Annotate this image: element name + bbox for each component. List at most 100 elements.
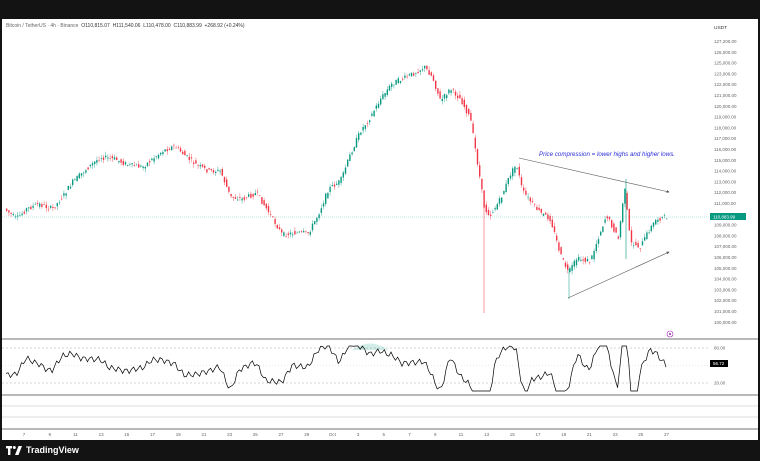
candle-body: [391, 83, 393, 87]
candle-body: [98, 159, 100, 161]
candle-body: [221, 169, 223, 176]
time-tick-label: 19: [176, 432, 182, 437]
candle-body: [441, 98, 443, 101]
candle-body: [232, 196, 234, 198]
candle-body: [573, 260, 575, 267]
candle-body: [520, 177, 523, 186]
candle-body: [186, 155, 188, 156]
candle-body: [633, 245, 635, 247]
time-tick-label: 27: [278, 432, 284, 437]
candle-body: [144, 166, 146, 169]
candle-body: [549, 215, 551, 221]
candle-body: [659, 218, 661, 221]
candle-body: [223, 177, 226, 183]
candle-body: [142, 166, 144, 168]
chart-frame[interactable]: USDT 127,200.00 126,000.00 125,000.00 123,00…: [2, 19, 758, 440]
time-tick-label: 17: [150, 432, 156, 437]
candle-body: [234, 197, 237, 199]
candle-body: [523, 187, 525, 191]
candle-body: [162, 152, 164, 155]
time-tick-label: 3: [357, 432, 360, 437]
time-tick-label: 9: [48, 432, 51, 437]
candle-body: [575, 259, 578, 266]
candle-body: [542, 213, 545, 216]
time-tick-label: 15: [510, 432, 516, 437]
candle-body: [443, 94, 446, 99]
candle-body: [263, 200, 265, 206]
price-tick-label: 108,000.00: [714, 233, 737, 238]
candle-body: [382, 94, 384, 100]
time-tick-label: 19: [561, 432, 567, 437]
candle-body: [311, 223, 314, 231]
candle-body: [166, 149, 168, 152]
candle-body: [657, 219, 659, 222]
candle-body: [498, 198, 501, 204]
candle-body: [591, 255, 593, 259]
candle-body: [331, 185, 333, 186]
candle-body: [375, 105, 377, 109]
rsi-line: [5, 345, 667, 392]
candle-body: [208, 168, 210, 170]
candle-body: [364, 125, 366, 129]
time-tick-label: 21: [587, 432, 593, 437]
candle-body: [314, 221, 316, 225]
candle-body: [628, 209, 630, 231]
candle-body: [228, 186, 230, 192]
price-tick-label: 107,000.00: [714, 244, 737, 249]
candle-body: [567, 264, 569, 270]
candle-body: [296, 232, 298, 234]
candle-body: [294, 231, 296, 235]
candle-body: [397, 78, 399, 84]
candle-body: [287, 233, 289, 236]
time-tick-label: 23: [613, 432, 619, 437]
candle-body: [619, 221, 622, 238]
candle-body: [197, 165, 199, 166]
candle-body: [551, 219, 553, 228]
candle-body: [175, 147, 177, 149]
annotation-text: Price compression = lower highs and high…: [539, 151, 675, 158]
tradingview-logo[interactable]: TradingView: [6, 445, 79, 455]
candle-body: [419, 70, 421, 72]
candle-body: [399, 81, 402, 83]
candles: [6, 65, 668, 313]
candle-body: [270, 214, 272, 215]
candle-body: [558, 242, 560, 251]
rsi-overbought-fill: [352, 343, 388, 350]
candle-body: [430, 72, 432, 76]
candle-body: [446, 95, 448, 99]
candle-body: [503, 190, 505, 195]
price-tick-label: 106,000.00: [714, 255, 737, 260]
candle-body: [553, 226, 556, 233]
price-tick-label: 126,000.00: [714, 50, 737, 55]
upper-trendline: [518, 157, 670, 193]
candle-body: [496, 203, 498, 210]
candle-body: [652, 222, 655, 227]
candle-body: [120, 159, 122, 163]
candle-body: [204, 165, 206, 168]
candle-body: [212, 170, 215, 173]
candle-body: [481, 178, 483, 190]
candle-body: [395, 79, 397, 85]
candle-body: [393, 84, 395, 86]
candle-body: [349, 154, 351, 162]
time-axis: 7 9 11 13 15 17 19 21 23 25 27 29 Oct 3 5 7 9 11 13 15 17 19 2…: [23, 432, 670, 437]
candle-body: [569, 268, 571, 273]
candle-body: [217, 169, 219, 171]
candle-body: [184, 150, 186, 156]
candle-body: [479, 165, 481, 177]
candle-body: [373, 110, 375, 117]
candle-body: [476, 149, 479, 165]
candle-body: [206, 169, 208, 173]
candle-body: [342, 172, 344, 178]
candle-body: [586, 258, 589, 262]
tradingview-icon: [6, 445, 22, 455]
candle-body: [32, 205, 34, 208]
candle-body: [578, 256, 580, 261]
candle-body: [608, 217, 611, 220]
chart-canvas[interactable]: USDT 127,200.00 126,000.00 125,000.00 123,00…: [2, 19, 758, 440]
candle-body: [637, 243, 639, 248]
candle-body: [461, 98, 463, 105]
symbol-name[interactable]: Bitcoin / TetherUS · 4h · Binance: [6, 23, 79, 29]
candle-body: [67, 185, 69, 190]
candle-body: [12, 214, 14, 216]
